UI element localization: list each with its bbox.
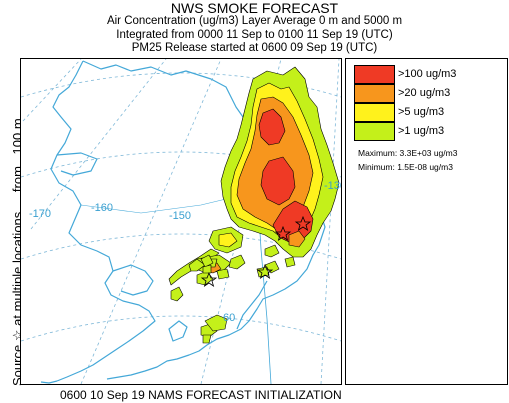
plume-level-4-north (258, 108, 286, 146)
plume-isolated-3 (264, 244, 280, 258)
legend-item: >100 ug/m3 (354, 65, 504, 84)
plume-level-4-center (260, 156, 296, 206)
legend-label: >1 ug/m3 (398, 125, 445, 137)
source-markers (200, 215, 312, 287)
integration-period-line: Integrated from 0000 11 Sep to 0100 11 S… (116, 29, 393, 41)
kodiak-island (168, 320, 188, 342)
legend-swatch-1 (354, 122, 395, 141)
plume-kodiak-west (204, 314, 228, 332)
legend-swatch-20 (354, 84, 395, 103)
grid-label-160: -160 (91, 202, 113, 214)
legend-label: >5 ug/m3 (398, 106, 445, 118)
plume-isolated-6 (228, 254, 246, 270)
plume-isolated-2 (202, 264, 212, 274)
legend-label: >100 ug/m3 (398, 68, 457, 80)
plume-southwest-tail (188, 258, 206, 272)
bristol-bay (112, 264, 154, 296)
legend-item: >20 ug/m3 (354, 84, 504, 103)
grid-label-170: -170 (29, 208, 51, 220)
plume-west-blob-inner (218, 232, 238, 248)
norton-sound (56, 152, 98, 176)
aleutian-chain (40, 380, 58, 384)
grid-label-150: -150 (169, 210, 191, 222)
forecast-initialization: 0600 10 Sep 19 NAMS FORECAST INITIALIZAT… (60, 388, 342, 402)
concentration-layer-line: Air Concentration (ug/m3) Layer Average … (106, 15, 403, 27)
grid-line (320, 59, 340, 384)
grid-label-60: 60 (223, 312, 235, 324)
cook-inlet (236, 280, 268, 330)
grid-line (21, 315, 341, 342)
concentration-legend: >100 ug/m3 >20 ug/m3 >5 ug/m3 >1 ug/m3 M… (345, 58, 508, 385)
plume-isolated-8 (256, 266, 270, 278)
minimum-value: Minimum: 1.5E-08 ug/m3 (358, 162, 453, 172)
plume-isolated-1 (200, 254, 214, 268)
source-star-icon (274, 225, 292, 241)
plume-level-4-south (272, 200, 314, 244)
grid-line (21, 233, 341, 260)
plume-isolated-9 (216, 268, 230, 280)
plume-isolated-5 (288, 230, 306, 248)
source-location-label: Source ☆ at multiple locations from 100 … (0, 58, 25, 386)
legend-swatch-100 (354, 65, 395, 84)
grid-line (80, 59, 222, 384)
source-star-icon (200, 271, 218, 287)
legend-item: >5 ug/m3 (354, 103, 504, 122)
smoke-plume (168, 66, 340, 344)
legend-swatch-5 (354, 103, 395, 122)
release-start-line: PM25 Release started at 0600 09 Sep 19 (… (131, 42, 378, 54)
plume-far-sw (202, 334, 212, 344)
alaska-coastline (82, 60, 326, 380)
smoke-map[interactable]: -170 -160 -150 -130 60 (20, 58, 342, 385)
western-alaska-coast (50, 60, 156, 382)
plume-isolated-4 (284, 256, 296, 268)
legend-item: >1 ug/m3 (354, 122, 504, 141)
grid-line (21, 72, 341, 98)
source-star-icon (256, 263, 274, 279)
plume-bristol (170, 286, 184, 302)
grid-line (22, 59, 82, 122)
legend-label: >20 ug/m3 (398, 87, 451, 99)
maximum-value: Maximum: 3.3E+03 ug/m3 (358, 148, 458, 158)
grid-line (30, 59, 167, 230)
grid-label-130: -130 (324, 180, 341, 192)
source-star-icon (294, 215, 312, 231)
forecast-title: NWS SMOKE FORECAST (170, 0, 339, 16)
